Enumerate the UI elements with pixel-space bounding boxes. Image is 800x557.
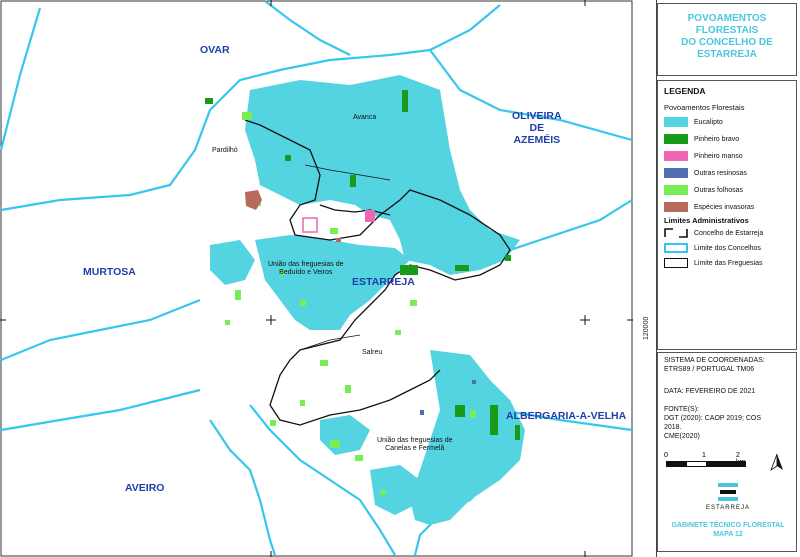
swatch-pinheiro-bravo — [664, 134, 688, 144]
scale-segment — [706, 461, 746, 467]
logo-text: ESTARREJA — [706, 505, 750, 511]
grid-crosses — [0, 0, 633, 557]
scale-label-1: 1 — [702, 452, 706, 459]
estarreja-logo-icon — [718, 483, 738, 501]
legend-item-eucalipto: Eucalipto — [664, 116, 723, 128]
sources-text: FONTE(S): DGT (2020): CAOP 2019; COS 201… — [664, 406, 762, 440]
pinheiro-bravo-areas — [205, 90, 520, 440]
eucalipto-areas — [210, 75, 525, 525]
legend-box: LEGENDA Povoamentos Florestais Eucalipto… — [657, 80, 797, 350]
scale-segment — [686, 461, 708, 467]
footer-text: GABINETE TÉCNICO FLORESTAL MAPA 12 — [671, 522, 785, 538]
metadata-box: SISTEMA DE COORDENADAS: ETRS89 / PORTUGA… — [657, 352, 797, 552]
limite-freguesias — [299, 164, 391, 351]
legend-panel: POVOAMENTOS FLORESTAIS DO CONCELHO DE ES… — [656, 0, 800, 557]
povoamentos-heading: Povoamentos Florestais — [664, 103, 745, 112]
limites-heading: Limites Administrativos — [664, 216, 749, 225]
legend-heading: LEGENDA — [664, 86, 706, 96]
map-title-box: POVOAMENTOS FLORESTAIS DO CONCELHO DE ES… — [657, 3, 797, 76]
swatch-pinheiro-manso — [664, 151, 688, 161]
legend-item-outras-folhosas: Outras folhosas — [664, 184, 743, 196]
coordinate-system: SISTEMA DE COORDENADAS: ETRS89 / PORTUGA… — [664, 357, 765, 373]
north-arrow-icon — [770, 453, 783, 471]
label-ovar: OVAR — [200, 44, 230, 56]
legend-label: Espécies invasoras — [694, 203, 755, 211]
legend-item-pinheiro-manso: Pinheiro manso — [664, 150, 743, 162]
label-oliveira: OLIVEIRA DE AZEMÉIS — [512, 110, 562, 146]
swatch-outras-resinosas — [664, 168, 688, 178]
swatch-especies-invasoras — [664, 202, 688, 212]
date-text: DATA: FEVEREIRO DE 2021 — [664, 388, 756, 395]
scale-bar: 0 1 2 km — [664, 452, 746, 471]
label-aveiro: AVEIRO — [125, 482, 165, 494]
label-salreu: Salreu — [362, 349, 383, 356]
legend-label: Eucalipto — [694, 118, 723, 126]
legend-label: Pinheiro bravo — [694, 135, 740, 143]
map-title: POVOAMENTOS FLORESTAIS DO CONCELHO DE ES… — [681, 13, 773, 60]
label-canelas: União das freguesias de Canelas e Fermel… — [377, 437, 453, 452]
limite-estarreja — [244, 119, 511, 426]
outras-resinosas-areas — [420, 380, 476, 415]
legend-item-pinheiro-bravo: Pinheiro bravo — [664, 133, 739, 145]
legend-item-limite-freguesias: Limite das Freguesias — [664, 257, 762, 269]
outras-folhosas-areas — [225, 112, 476, 495]
legend-label: Outras folhosas — [694, 186, 744, 194]
legend-item-concelho-estarreja: Concelho de Estarreja — [664, 227, 763, 239]
swatch-limite-freguesias — [664, 258, 688, 268]
label-avanca: Avanca — [353, 114, 377, 121]
scale-segment — [666, 461, 688, 467]
legend-label: Outras resinosas — [694, 169, 747, 177]
legend-item-especies-invasoras: Espécies invasoras — [664, 201, 754, 213]
swatch-concelho-estarreja — [664, 228, 688, 238]
swatch-eucalipto — [664, 117, 688, 127]
swatch-limite-concelhos — [664, 243, 688, 253]
swatch-outras-folhosas — [664, 185, 688, 195]
map-frame: OVAR OLIVEIRA DE AZEMÉIS MURTOSA ESTARRE… — [0, 0, 650, 557]
label-estarreja: ESTARREJA — [352, 276, 415, 288]
legend-label: Concelho de Estarreja — [694, 229, 764, 237]
pinheiro-manso-areas — [302, 210, 375, 233]
map-canvas — [0, 0, 633, 557]
coordinate-label: 120000 — [643, 316, 650, 340]
legend-label: Limite das Freguesias — [694, 259, 763, 267]
legend-item-limite-concelhos: Limite dos Concelhos — [664, 242, 761, 254]
label-murtosa: MURTOSA — [83, 266, 136, 278]
label-beduido: União das freguesias de Beduído e Veiros — [268, 261, 344, 276]
legend-label: Pinheiro manso — [694, 152, 743, 160]
scale-label-0: 0 — [664, 452, 668, 459]
label-pardilho: Pardilhó — [212, 147, 238, 154]
legend-item-outras-resinosas: Outras resinosas — [664, 167, 747, 179]
especies-invasoras-areas — [245, 190, 341, 242]
legend-label: Limite dos Concelhos — [694, 244, 761, 252]
label-albergaria: ALBERGARIA-A-VELHA — [506, 410, 627, 422]
